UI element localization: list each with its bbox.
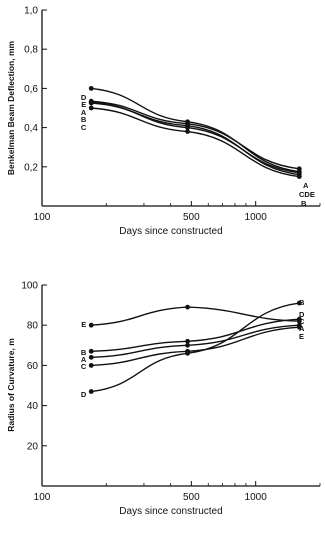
series-line-D [91,302,300,393]
x-tick-label: 500 [183,492,200,503]
y-tick-label: 1,0 [24,6,38,17]
y-tick-label: 0,2 [24,162,38,173]
x-axis-title: Days since constructed [119,226,222,237]
chart-deflection: 0,2 0,4 0,6 0,8 1,0 100 500 1000 Days since cons… [6,6,321,237]
series-label-end: A [299,324,305,333]
x-tick-label: 1000 [245,212,268,223]
series-label-start: A [81,355,87,364]
y-tick-label: 0,4 [24,123,38,134]
series-label-start: E [81,320,86,329]
data-point-E [185,125,190,130]
y-tick-label: 40 [27,401,39,412]
series-label-start: E [81,100,86,109]
x-axis-title: Days since constructed [119,506,222,517]
series-label-end: D [299,310,305,319]
y-tick-label: 20 [27,441,39,452]
y-tick-label: 80 [27,321,39,332]
data-point-C [296,174,302,180]
data-point-C [88,105,94,111]
y-tick-label: 100 [21,281,38,292]
x-tick-label: 500 [183,212,200,223]
series-label-start: C [81,123,87,132]
series-label-start: D [81,390,87,399]
series-label-end: E [299,332,304,341]
data-point-D [88,389,94,394]
data-point-C [88,363,94,368]
data-point-A [185,342,190,348]
data-point-B [185,338,190,344]
y-tick-label: 0,8 [24,45,38,56]
series-label-start: A [81,108,87,117]
data-point-E [296,170,302,176]
x-tick-label: 100 [34,212,51,223]
series-label-end: B [299,298,305,307]
y-tick-label: 60 [27,361,39,372]
series-label-start: B [81,348,87,357]
data-point-D [88,86,94,91]
data-point-E [88,322,94,328]
series-label-start: D [81,93,87,102]
y-axis-title: Benkelman Beam Deflection, mm [6,40,16,175]
x-tick-label: 100 [34,492,51,503]
data-point-E [185,304,190,310]
series-label-end: A [303,181,309,190]
y-axis-title: Radius of Curvature, m [6,338,16,432]
data-point-B [88,348,94,354]
data-point-E [296,318,302,324]
data-point-A [88,354,94,360]
series-line-A [91,100,300,170]
series-label-end: B [301,199,307,208]
series-label-start: C [81,362,87,371]
data-point-C [185,129,190,134]
y-tick-label: 0,6 [24,84,38,95]
series-label-end: CDE [299,190,315,199]
data-point-D [296,300,302,306]
series-line-D [91,87,300,173]
data-point-E [88,99,94,105]
data-point-C [296,324,302,330]
series-label-end: C [299,317,305,326]
x-tick-label: 1000 [245,492,268,503]
chart-radius: 20 40 60 80 100 100 500 1000 Days since construc… [6,281,321,517]
data-point-D [185,119,190,125]
series-line-C [91,326,300,367]
series-line-B [91,318,300,353]
series-label-start: B [81,115,87,124]
data-point-D [185,350,190,356]
